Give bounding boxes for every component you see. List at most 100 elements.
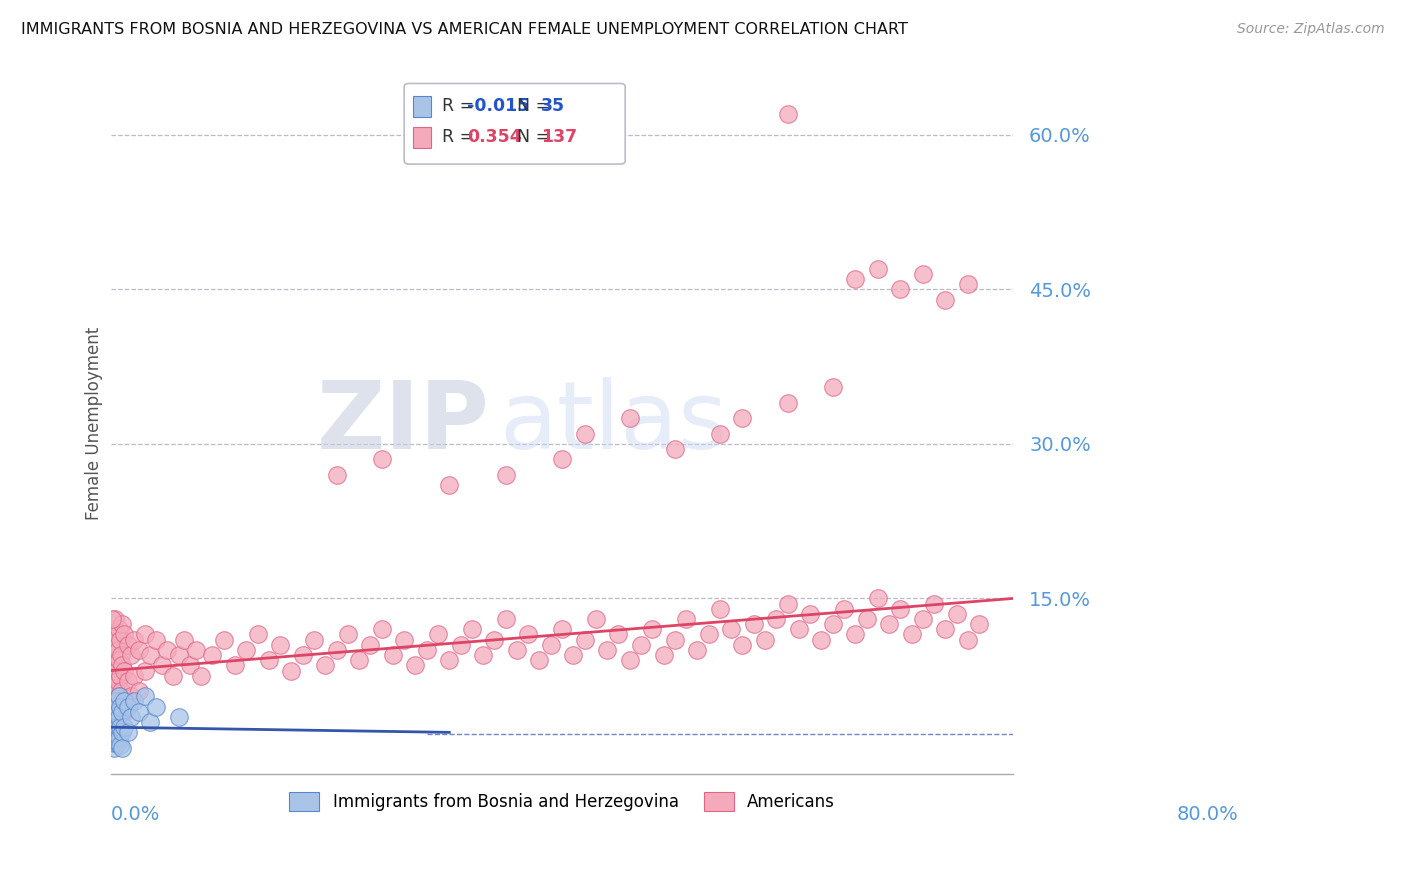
Point	[257, 653, 280, 667]
Point	[776, 597, 799, 611]
Point	[956, 632, 979, 647]
Point	[540, 638, 562, 652]
Point	[810, 632, 832, 647]
Point	[117, 699, 139, 714]
Point	[416, 643, 439, 657]
Point	[111, 740, 134, 755]
Point	[495, 467, 517, 482]
Point	[104, 684, 127, 698]
Text: R =: R =	[441, 128, 479, 145]
Point	[108, 632, 131, 647]
Point	[686, 643, 709, 657]
Point	[103, 623, 125, 637]
Point	[325, 467, 347, 482]
Point	[111, 694, 134, 708]
Point	[439, 478, 461, 492]
Point	[922, 597, 945, 611]
Point	[551, 623, 574, 637]
Point	[889, 282, 911, 296]
Point	[709, 601, 731, 615]
Point	[103, 720, 125, 734]
Text: atlas: atlas	[499, 377, 727, 469]
Point	[107, 710, 129, 724]
Point	[105, 699, 128, 714]
Point	[302, 632, 325, 647]
Point	[900, 627, 922, 641]
Point	[108, 720, 131, 734]
Text: 137: 137	[541, 128, 578, 145]
Point	[120, 690, 142, 704]
Point	[664, 442, 686, 456]
Point	[114, 694, 136, 708]
Point	[108, 738, 131, 752]
Point	[101, 684, 124, 698]
Point	[103, 690, 125, 704]
Point	[472, 648, 495, 662]
Point	[720, 623, 742, 637]
Point	[103, 714, 125, 729]
Point	[347, 653, 370, 667]
Point	[145, 632, 167, 647]
Point	[484, 632, 506, 647]
Point	[641, 623, 664, 637]
Point	[156, 643, 179, 657]
Point	[821, 380, 844, 394]
Point	[134, 627, 156, 641]
Point	[108, 690, 131, 704]
Point	[607, 627, 630, 641]
Point	[108, 699, 131, 714]
Point	[956, 277, 979, 292]
Point	[134, 690, 156, 704]
Text: R =: R =	[441, 97, 479, 115]
Point	[107, 705, 129, 719]
Point	[103, 664, 125, 678]
Point	[439, 653, 461, 667]
Point	[108, 623, 131, 637]
Text: 35: 35	[541, 97, 565, 115]
Point	[359, 638, 381, 652]
Point	[291, 648, 314, 662]
Point	[585, 612, 607, 626]
Point	[162, 669, 184, 683]
Point	[111, 658, 134, 673]
Point	[117, 725, 139, 739]
Point	[855, 612, 877, 626]
Point	[877, 617, 900, 632]
Point	[325, 643, 347, 657]
Point	[776, 107, 799, 121]
Point	[107, 720, 129, 734]
Point	[167, 710, 190, 724]
Point	[107, 736, 129, 750]
Text: 80.0%: 80.0%	[1177, 805, 1239, 824]
Point	[128, 643, 150, 657]
Point	[934, 623, 956, 637]
Point	[551, 452, 574, 467]
Point	[179, 658, 201, 673]
Point	[461, 623, 484, 637]
Point	[280, 664, 302, 678]
Point	[370, 623, 392, 637]
Point	[866, 261, 889, 276]
Point	[450, 638, 472, 652]
Point	[117, 673, 139, 688]
Point	[945, 607, 967, 621]
Point	[111, 725, 134, 739]
Point	[190, 669, 212, 683]
Point	[134, 664, 156, 678]
Point	[120, 710, 142, 724]
Point	[110, 648, 132, 662]
Point	[934, 293, 956, 307]
Point	[731, 411, 754, 425]
FancyBboxPatch shape	[413, 96, 432, 117]
Point	[105, 664, 128, 678]
Text: IMMIGRANTS FROM BOSNIA AND HERZEGOVINA VS AMERICAN FEMALE UNEMPLOYMENT CORRELATI: IMMIGRANTS FROM BOSNIA AND HERZEGOVINA V…	[21, 22, 908, 37]
Point	[104, 736, 127, 750]
Point	[122, 694, 145, 708]
Point	[235, 643, 257, 657]
Point	[114, 720, 136, 734]
Point	[103, 669, 125, 683]
Point	[336, 627, 359, 641]
Point	[108, 669, 131, 683]
Point	[630, 638, 652, 652]
Point	[392, 632, 415, 647]
